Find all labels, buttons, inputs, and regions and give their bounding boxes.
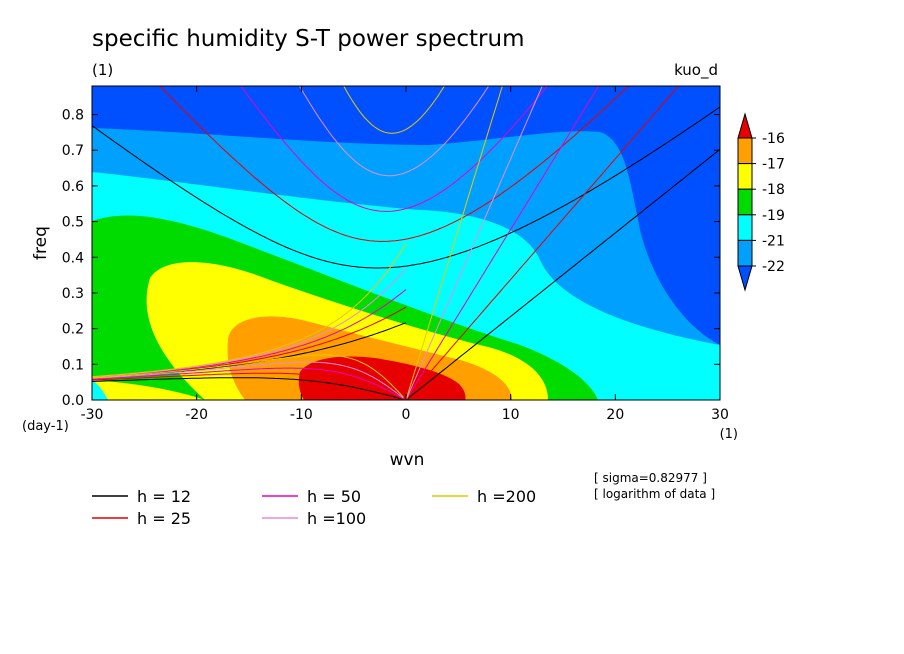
chart-subtitle-left: (1) [92,61,113,79]
colorbar-box [737,188,753,216]
x-tick-label: -30 [81,407,104,423]
legend-label: h =100 [307,509,366,528]
rossby-curve [92,372,404,400]
legend-label: h = 25 [137,509,191,528]
colorbar-top-arrow [737,112,753,139]
x-tick-label: 20 [606,407,624,423]
kelvin-curve [405,148,720,400]
y-tick-label: 0.7 [62,143,84,159]
chart-title: specific humidity S-T power spectrum [92,26,524,52]
colorbar-label: -22 [762,259,785,275]
legend-label: h = 50 [307,487,361,506]
kelvin-curve [405,86,600,400]
y-tick-label: 0.8 [62,108,84,124]
y-tick-label: 0.6 [62,179,84,195]
y-tick-label: 0.5 [62,215,84,231]
colorbar: -16 -17 -18 -19 -21 -22 [737,112,785,292]
rossby-curve [92,354,404,398]
x-axis-label: wvn [390,450,425,470]
x-unit-label: (1) [720,427,738,442]
kelvin-curve [405,86,680,400]
legend-label: h =200 [477,487,536,506]
inertia-gravity-curve [343,86,445,134]
rossby-curve [92,367,404,400]
rossby-curve [92,377,404,400]
colorbar-box [737,163,753,190]
x-tick-label: 0 [402,407,411,423]
y-axis: 0.0 0.1 0.2 0.3 0.4 0.5 0.6 0.7 0.8 [62,108,720,409]
mrg-curve [92,243,407,378]
kelvin-curve [405,86,503,400]
legend: h = 12 h = 25 h = 50 h =100 h =200 [92,487,536,528]
colorbar-label: -18 [762,182,785,198]
note-logarithm: [ logarithm of data ] [594,487,715,501]
colorbar-label: -16 [762,131,785,147]
kelvin-curve [405,86,543,400]
colorbar-box [737,239,753,267]
inertia-gravity-curve [240,86,548,212]
y-tick-label: 0.1 [62,357,84,373]
colorbar-label: -17 [762,157,785,173]
plot-area [91,85,721,401]
legend-label: h = 12 [137,487,191,506]
x-tick-label: 10 [502,407,520,423]
colorbar-bottom-arrow [737,265,753,292]
y-tick-label: 0.0 [62,393,84,409]
chart-subtitle-right: kuo_d [674,61,718,80]
inertia-gravity-curve [92,106,720,269]
y-tick-label: 0.3 [62,286,84,302]
x-tick-label: -20 [185,407,208,423]
y-tick-label: 0.4 [62,250,84,266]
colorbar-label: -19 [762,208,785,224]
dispersion-curves [92,86,720,400]
y-unit-label: (day-1) [22,419,69,434]
x-tick-label: 30 [711,407,729,423]
colorbar-box [737,214,753,241]
y-axis-label: freq [31,226,51,260]
colorbar-label: -21 [762,233,785,249]
colorbar-box [737,137,753,165]
inertia-gravity-curve [159,86,630,242]
band-minus16 [298,356,466,400]
x-tick-label: -10 [290,407,313,423]
rossby-curve [92,361,404,399]
band-minus22-left-corner [92,380,108,400]
inertia-gravity-curve [298,86,490,177]
x-axis: -30 -20 -10 0 10 20 30 [81,86,729,423]
y-tick-label: 0.2 [62,322,84,338]
note-sigma: [ sigma=0.82977 ] [594,471,707,485]
